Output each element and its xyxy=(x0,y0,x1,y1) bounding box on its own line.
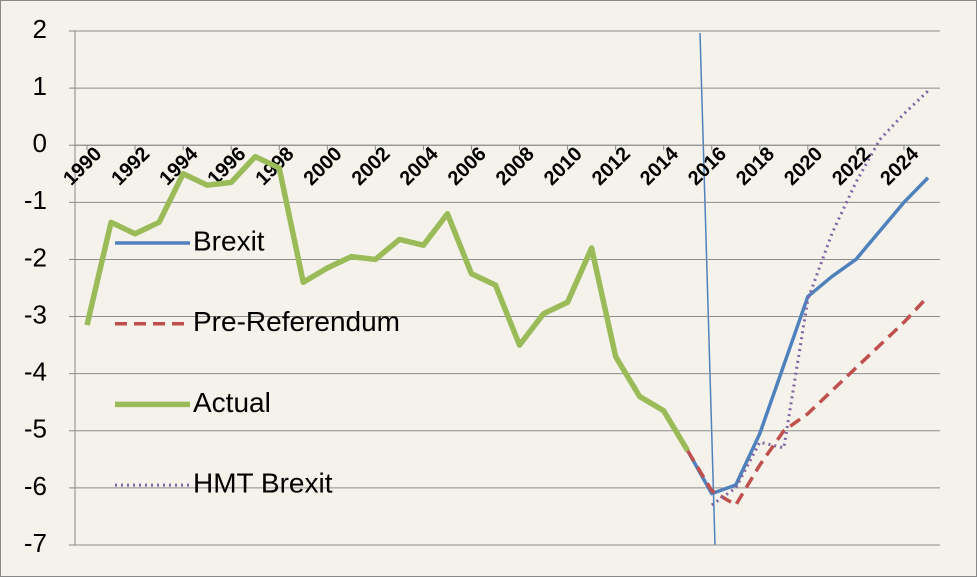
y-tick-label: -2 xyxy=(24,242,47,272)
y-tick-label: -7 xyxy=(24,528,47,558)
series-line xyxy=(686,295,930,507)
y-tick-label: -1 xyxy=(24,185,47,215)
y-tick-label: -5 xyxy=(24,414,47,444)
series-line xyxy=(84,153,691,453)
y-tick-label: 0 xyxy=(33,128,47,158)
y-tick-label: 2 xyxy=(33,14,47,44)
legend-label: Pre-Referendum xyxy=(193,306,400,337)
y-tick-label: -3 xyxy=(24,299,47,329)
series-line xyxy=(710,89,930,507)
y-tick-label: -6 xyxy=(24,471,47,501)
referendum-marker xyxy=(699,32,716,546)
legend-label: Actual xyxy=(193,387,271,418)
y-tick-label: 1 xyxy=(33,71,47,101)
legend-label: HMT Brexit xyxy=(193,467,333,498)
y-tick-label: -4 xyxy=(24,357,47,387)
legend-label: Brexit xyxy=(193,225,265,256)
